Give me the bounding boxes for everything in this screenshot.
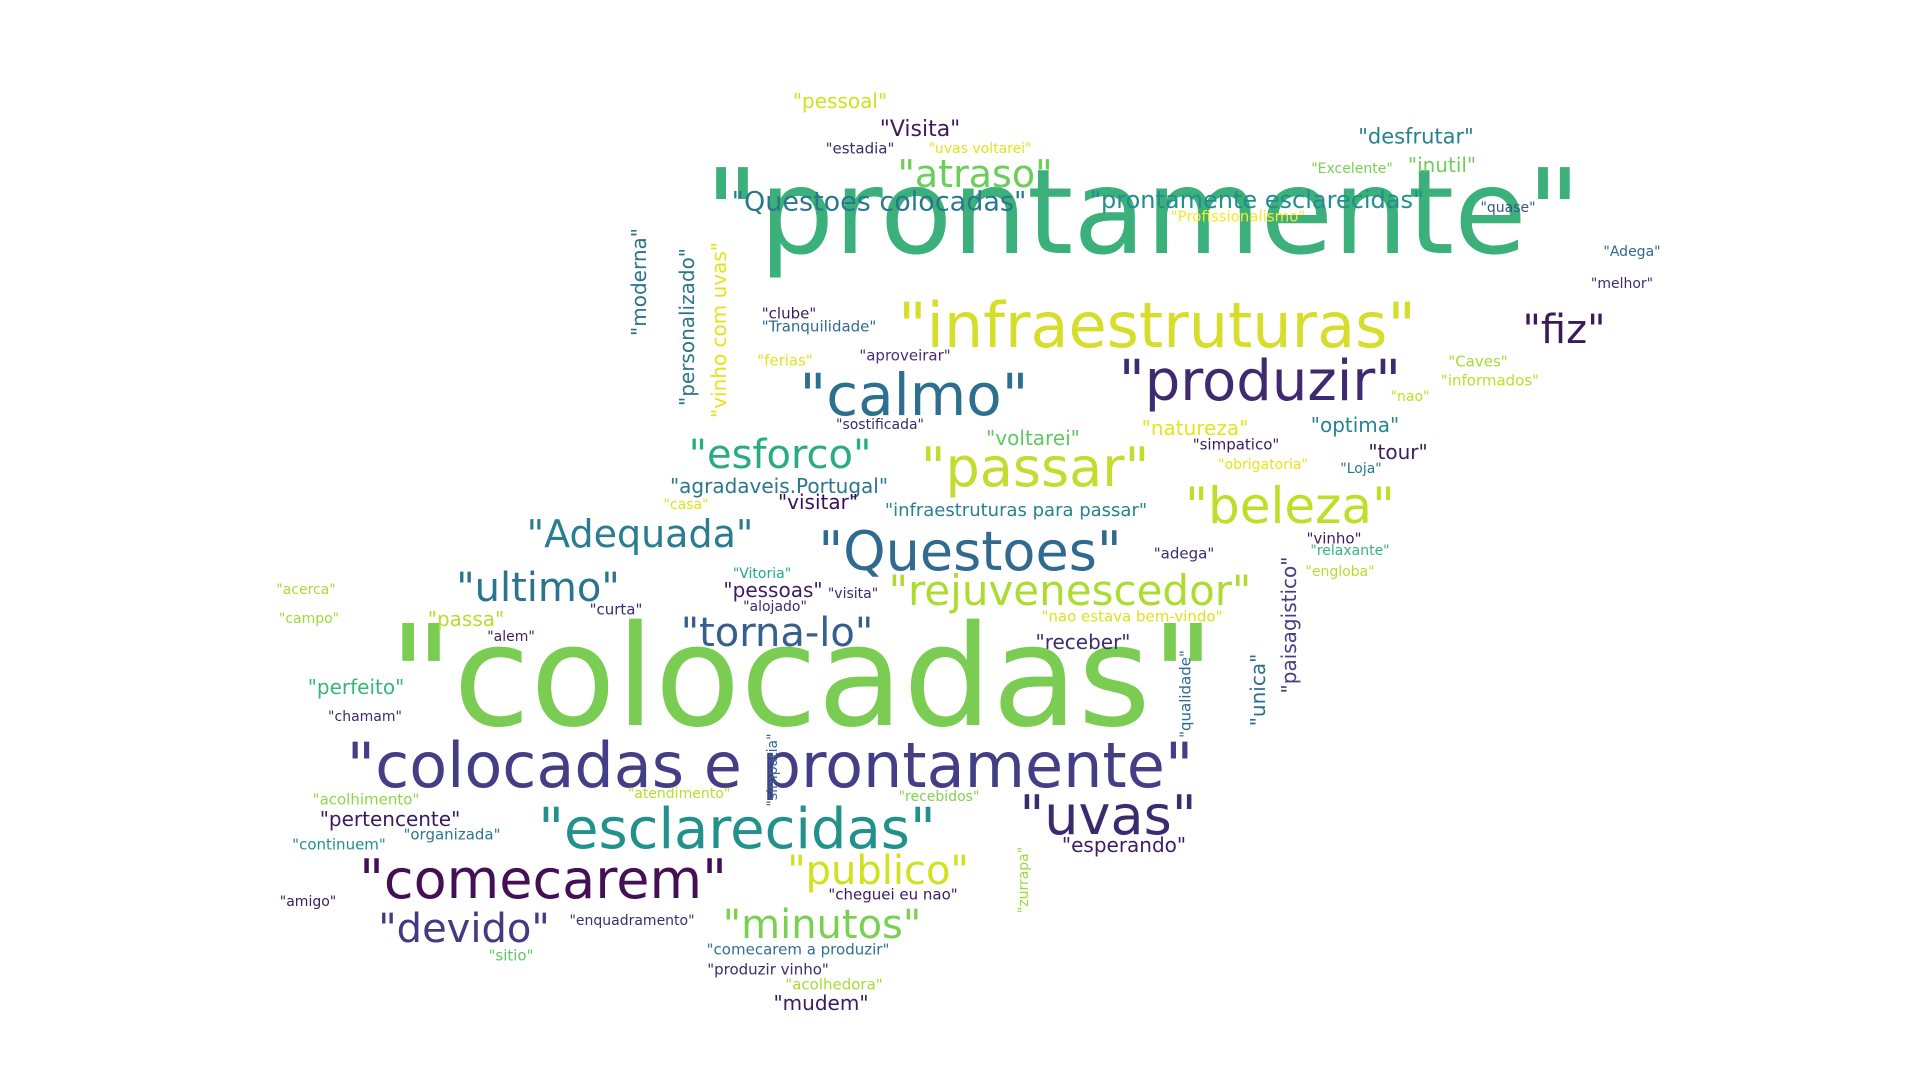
word: "nao" bbox=[1390, 389, 1430, 405]
word: "produzir" bbox=[1118, 349, 1402, 414]
word: "colocadas e prontamente" bbox=[346, 729, 1194, 802]
word: "produzir vinho" bbox=[707, 960, 829, 979]
word: "mudem" bbox=[773, 991, 869, 1015]
word: "calmo" bbox=[799, 361, 1029, 429]
word: "passa" bbox=[427, 607, 505, 631]
word: "estadia" bbox=[825, 139, 895, 158]
word: "Loja" bbox=[1340, 461, 1382, 477]
word: "Questoes colocadas" bbox=[731, 186, 1027, 218]
word: "Tranquilidade" bbox=[761, 317, 877, 336]
word: "aproveirar" bbox=[859, 346, 951, 365]
word: "vinho" bbox=[1306, 529, 1362, 548]
word: "atraso" bbox=[897, 152, 1053, 196]
word: "visitar" bbox=[777, 490, 859, 514]
word: "comecarem" bbox=[359, 848, 727, 911]
word: "uvas" bbox=[1019, 784, 1197, 847]
word: "qualidade" bbox=[1176, 650, 1195, 738]
word: "esclarecidas" bbox=[538, 797, 936, 862]
word: "prontamente" bbox=[704, 143, 1582, 281]
word: "Excelente" bbox=[1311, 161, 1393, 177]
word: "infraestruturas para passar" bbox=[884, 500, 1148, 521]
word: "paisagistico" bbox=[1277, 556, 1301, 694]
word: "campo" bbox=[278, 611, 340, 627]
word: "personalizado" bbox=[675, 247, 699, 407]
word: "simpatico" bbox=[1192, 435, 1280, 454]
word: "acerca" bbox=[276, 582, 336, 598]
word: "devido" bbox=[378, 906, 550, 952]
word: "receber" bbox=[1035, 630, 1131, 654]
word: "colocadas" bbox=[388, 596, 1216, 759]
word: "recebidos" bbox=[898, 789, 980, 805]
word: "torna-lo" bbox=[680, 610, 874, 656]
word: "beleza" bbox=[1184, 477, 1396, 535]
word: "vinho com uvas" bbox=[707, 242, 731, 418]
word: "Vitoria" bbox=[732, 566, 792, 582]
word: "esforco" bbox=[688, 432, 872, 478]
word: "amigo" bbox=[279, 894, 337, 910]
word: "inutil" bbox=[1407, 153, 1477, 177]
word: "Adequada" bbox=[526, 512, 754, 556]
word: "atendimento" bbox=[627, 786, 731, 802]
word: "publico" bbox=[787, 848, 969, 894]
word: "voltarei" bbox=[986, 426, 1080, 450]
word: "rejuvenescedor" bbox=[888, 566, 1252, 615]
word: "tour" bbox=[1368, 440, 1428, 464]
word: "agradaveis.Portugal" bbox=[669, 474, 889, 498]
word: "quase" bbox=[1480, 200, 1536, 216]
word: "curta" bbox=[589, 600, 643, 619]
word: "zurrapa" bbox=[1016, 846, 1032, 914]
word: "pessoas" bbox=[723, 578, 823, 602]
word: "engloba" bbox=[1305, 564, 1375, 580]
word: "casa" bbox=[663, 497, 709, 513]
word: "nao estava bem-vindo" bbox=[1041, 607, 1223, 626]
word: "comecarem a produzir" bbox=[706, 940, 890, 959]
word: "alem" bbox=[487, 629, 535, 645]
word: "unica" bbox=[1246, 653, 1270, 727]
word: "Profissionalismo" bbox=[1170, 207, 1306, 226]
word: "informados" bbox=[1440, 371, 1540, 390]
word: "perfeito" bbox=[307, 675, 405, 699]
word: "infraestruturas" bbox=[898, 289, 1416, 362]
word: "clube" bbox=[761, 304, 817, 323]
word: "visita" bbox=[827, 586, 879, 602]
word: "simpatia" bbox=[765, 733, 781, 807]
word: "organizada" bbox=[403, 825, 501, 844]
word: "Questoes" bbox=[818, 520, 1122, 583]
word: "desfrutar" bbox=[1358, 124, 1474, 149]
word: "acolhimento" bbox=[312, 790, 420, 809]
word: "melhor" bbox=[1590, 276, 1654, 292]
word: "enquadramento" bbox=[569, 913, 695, 929]
word: "chamam" bbox=[328, 709, 402, 725]
word: "moderna" bbox=[627, 228, 651, 336]
word: "continuem" bbox=[292, 835, 386, 854]
word: "ultimo" bbox=[456, 565, 620, 611]
word: "sostificada" bbox=[836, 417, 924, 433]
word: "optima" bbox=[1310, 413, 1400, 437]
word: "adega" bbox=[1153, 544, 1215, 563]
word: "relaxante" bbox=[1310, 543, 1390, 559]
word: "minutos" bbox=[722, 902, 922, 948]
word: "passar" bbox=[920, 436, 1150, 499]
word: "natureza" bbox=[1141, 416, 1249, 440]
word: "Adega" bbox=[1603, 244, 1661, 260]
word: "Visita" bbox=[879, 117, 961, 142]
word: "acolhedora" bbox=[785, 975, 883, 994]
word: "fiz" bbox=[1522, 307, 1606, 353]
word: "ferias" bbox=[757, 351, 813, 370]
word: "cheguei eu nao" bbox=[828, 885, 958, 904]
word: "pertencente" bbox=[319, 807, 461, 831]
word: "uvas voltarei" bbox=[928, 141, 1032, 157]
word: "pessoal" bbox=[792, 89, 888, 113]
word: "obrigatoria" bbox=[1218, 457, 1308, 473]
word: "prontamente esclarecidas" bbox=[1089, 186, 1425, 214]
word: "alojado" bbox=[743, 599, 807, 615]
word: "sitio" bbox=[488, 946, 534, 965]
word: "esperando" bbox=[1061, 833, 1187, 857]
word: "Caves" bbox=[1448, 352, 1508, 371]
